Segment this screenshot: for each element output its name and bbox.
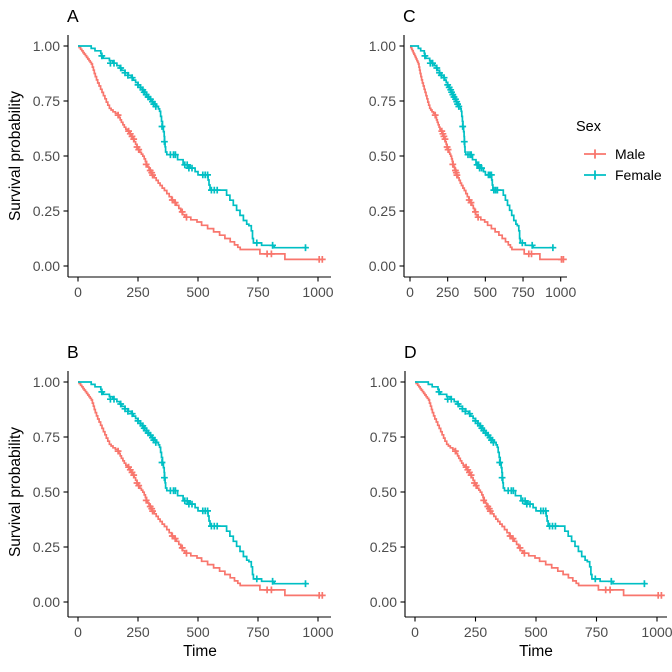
male-curve-key-icon [584,148,606,159]
y-tick-label: 0.00 [33,594,60,610]
y-axis-title-bottom: Survival probability [7,426,24,558]
y-tick-label: 1.00 [33,38,60,54]
y-tick-label: 1.00 [369,38,396,54]
panel-tag-d: D [404,342,417,362]
panel-tag-a: A [67,6,79,26]
panel-D: 0 250 500 750 1000 0.00 0.25 0.50 0.75 1.00 [370,371,672,640]
censor-marks-male [452,447,665,599]
x-tick-label: 1000 [302,624,333,640]
km-curve-male [78,45,324,261]
panel-B: 0 250 500 750 1000 0.00 0.25 0.50 0.75 1.00 [33,371,334,640]
x-axis-title-right: Time [519,643,553,660]
censor-marks-female [421,52,557,252]
y-axis-title-top: Survival probability [7,90,24,222]
x-tick-label: 500 [186,624,210,640]
y-tick-label: 0.25 [33,203,60,219]
x-tick-label: 1000 [302,284,333,300]
x-tick-label: 250 [464,624,488,640]
x-tick-label: 0 [74,284,82,300]
y-tick-label: 0.50 [33,484,60,500]
x-tick-label: 250 [126,624,150,640]
x-tick-label: 1000 [641,624,672,640]
x-tick-label: 0 [406,284,414,300]
x-tick-label: 250 [126,284,150,300]
km-curve-female [415,381,647,585]
y-tick-label: 0.25 [33,539,60,555]
y-tick-label: 0.25 [370,539,397,555]
censor-marks-male [114,447,326,599]
x-tick-label: 750 [511,284,535,300]
km-curve-female [78,381,308,585]
censor-marks-female [435,388,648,588]
x-tick-label: 750 [585,624,609,640]
x-tick-label: 500 [474,284,498,300]
y-tick-label: 0.75 [370,429,397,445]
km-curve-male [78,381,324,597]
x-tick-label: 500 [524,624,548,640]
km-curve-male [409,45,564,261]
y-tick-label: 0.75 [33,429,60,445]
x-tick-label: 1000 [545,284,576,300]
km-curve-male [415,381,663,597]
y-tick-label: 0.75 [33,93,60,109]
female-curve-key-icon [584,169,606,180]
legend-title: Sex [576,119,601,135]
y-tick-label: 0.50 [33,148,60,164]
y-tick-label: 0.50 [370,484,397,500]
panel-tag-c: C [403,6,416,26]
y-tick-label: 0.75 [369,93,396,109]
legend-entry-female: Female [576,164,662,185]
y-tick-label: 0.00 [370,594,397,610]
censor-marks-male [431,111,567,263]
censor-marks-male [114,111,326,263]
panel-A: 0 250 500 750 1000 0.00 0.25 0.50 0.75 1.00 [33,35,334,300]
y-tick-label: 0.25 [369,203,396,219]
x-tick-label: 250 [436,284,460,300]
censor-marks-female [98,388,309,588]
legend-label-male: Male [615,145,646,162]
legend: Sex Male Female [576,119,662,185]
y-tick-label: 0.50 [369,148,396,164]
km-curve-female [78,45,308,249]
x-axis-title-left: Time [183,643,217,660]
legend-entry-male: Male [576,143,662,164]
censor-marks-female [98,52,309,252]
x-tick-label: 750 [246,624,270,640]
x-tick-label: 750 [246,284,270,300]
x-tick-label: 0 [411,624,419,640]
x-tick-label: 500 [186,284,210,300]
legend-label-female: Female [615,166,662,183]
y-tick-label: 0.00 [33,258,60,274]
km-curve-female [410,45,555,249]
x-tick-label: 0 [74,624,82,640]
y-tick-label: 1.00 [370,374,397,390]
y-tick-label: 1.00 [33,374,60,390]
y-tick-label: 0.00 [369,258,396,274]
panel-tag-b: B [67,342,79,362]
panel-C: 0 250 500 750 1000 0.00 0.25 0.50 0.75 1.00 [369,35,576,300]
